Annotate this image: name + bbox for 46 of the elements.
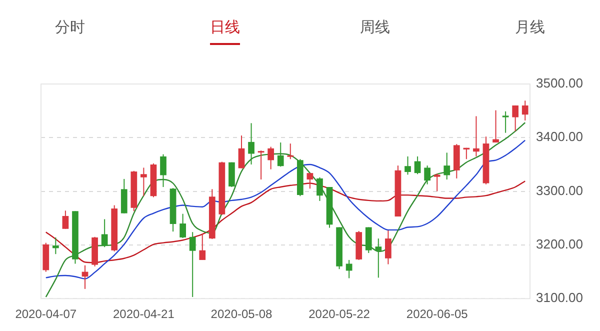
candlestick: [277, 142, 284, 168]
candlestick: [52, 236, 59, 255]
candlestick: [365, 226, 372, 254]
text: 周线: [360, 18, 390, 36]
candlestick: [444, 152, 450, 180]
x-tick-label: 2020-05-22: [308, 307, 370, 322]
candlestick: [414, 156, 421, 175]
candlestick: [522, 100, 528, 121]
text: 分时: [55, 18, 85, 36]
candlestick: [199, 233, 206, 260]
candlestick: [473, 116, 480, 157]
text: 月线: [515, 18, 545, 36]
candlestick: [101, 218, 108, 248]
candlestick: [424, 165, 430, 185]
candlestick: [385, 230, 392, 265]
line-series: [45, 122, 526, 298]
candlestick: [160, 154, 166, 188]
y-tick-label: 3300.00: [536, 182, 583, 198]
candlestick: [306, 172, 314, 190]
candlestick: [287, 143, 294, 160]
y-tick-label: 3100.00: [536, 290, 583, 306]
x-tick-label: 2020-05-08: [210, 307, 273, 322]
candlestick: [434, 173, 440, 192]
candlestick: [189, 232, 196, 298]
y-tick-label: 3400.00: [536, 129, 583, 144]
candlestick: [248, 122, 254, 165]
candlestick: [346, 259, 352, 279]
x-tick-label: 2020-04-07: [15, 307, 77, 322]
text: 日线: [210, 18, 240, 45]
x-tick-label: 2020-06-05: [406, 307, 468, 322]
candlestick: [316, 176, 323, 202]
candlestick: [492, 110, 499, 143]
candlestick: [375, 238, 382, 278]
x-tick-label: 2020-04-21: [112, 307, 175, 322]
candlestick: [502, 110, 509, 134]
line-series: [45, 140, 526, 280]
candlestick: [238, 135, 245, 169]
y-tick-label: 3500.00: [536, 76, 583, 91]
candlestick: [140, 167, 147, 197]
candlestick: [268, 146, 274, 170]
candlestick: [62, 210, 69, 230]
candlestick: [512, 104, 519, 132]
candlestick: [404, 156, 411, 176]
candlestick: [180, 213, 186, 238]
candlestick: [258, 150, 264, 180]
y-tick-label: 3200.00: [536, 236, 583, 252]
